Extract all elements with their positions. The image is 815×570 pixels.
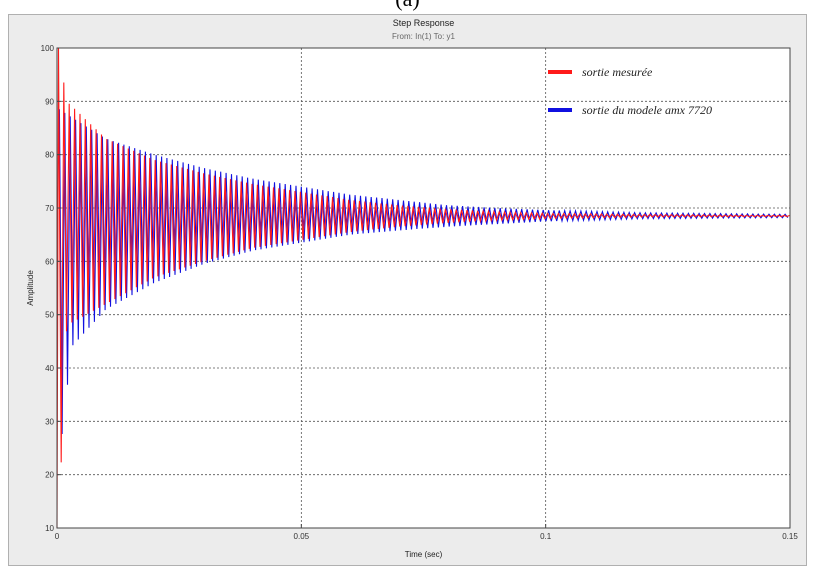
legend: sortie mesurée sortie du modele amx 7720 xyxy=(548,65,712,117)
axes-background xyxy=(57,48,790,528)
y-tick-label: 10 xyxy=(45,524,54,533)
tick-layer: 0 0.05 0.1 0.15 10 20 30 40 50 60 70 80 90 100 xyxy=(41,44,799,541)
y-tick-label: 20 xyxy=(45,471,54,480)
x-tick-label: 0.05 xyxy=(294,532,310,541)
grid-lines xyxy=(57,48,790,528)
y-tick-label: 90 xyxy=(45,97,54,106)
chart-title: Step Response xyxy=(393,18,455,28)
y-tick-label: 70 xyxy=(45,204,54,213)
legend-label-model: sortie du modele amx 7720 xyxy=(582,103,712,117)
series-line-measured xyxy=(56,47,790,529)
y-tick-label: 30 xyxy=(45,417,54,426)
x-tick-label: 0.1 xyxy=(540,532,552,541)
legend-label-measured: sortie mesurée xyxy=(582,65,653,79)
y-tick-label: 60 xyxy=(45,257,54,266)
x-tick-label: 0.15 xyxy=(782,532,798,541)
x-tick-label: 0 xyxy=(55,532,60,541)
y-tick-label: 50 xyxy=(45,311,54,320)
series-line-model xyxy=(58,109,789,435)
chart-subtitle: From: In(1) To: y1 xyxy=(392,32,456,41)
y-axis-label: Amplitude xyxy=(26,270,35,306)
y-tick-label: 100 xyxy=(41,44,55,53)
series-layer xyxy=(56,47,790,529)
axes-frame xyxy=(56,47,791,529)
y-tick-label: 80 xyxy=(45,151,54,160)
x-axis-label: Time (sec) xyxy=(405,550,443,559)
figure-label: (a) xyxy=(0,0,815,12)
y-tick-label: 40 xyxy=(45,364,54,373)
